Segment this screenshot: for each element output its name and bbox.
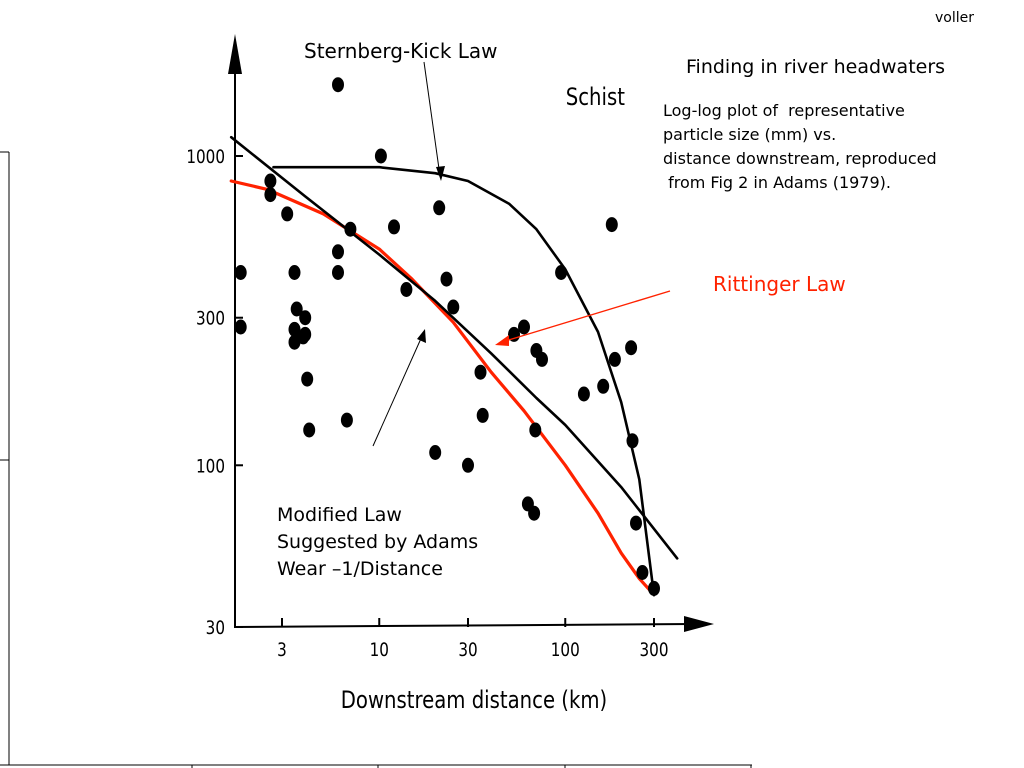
data-point <box>344 221 357 237</box>
x-ticks: 3 10 30 100 300 <box>277 618 668 662</box>
data-point <box>518 319 530 335</box>
y-tick-label: 100 <box>196 456 225 478</box>
data-point <box>290 301 303 317</box>
data-point <box>281 206 294 222</box>
x-axis-arrow <box>684 616 714 632</box>
rittinger-arrow-line <box>501 290 671 343</box>
modified-law-label: Modified Law Suggested by Adams Wear –1/… <box>277 504 478 580</box>
modified-law-curve <box>229 135 679 560</box>
notes-line: Log-log plot of representative <box>663 101 905 120</box>
data-point <box>288 321 301 337</box>
modified-arrow-head <box>417 329 426 343</box>
rittinger-law-curve <box>229 179 653 594</box>
data-point <box>626 433 639 449</box>
sternberg-kick-law-curve <box>272 165 656 597</box>
modified-law-line: Suggested by Adams <box>277 531 478 553</box>
y-tick-label: 1000 <box>186 146 225 168</box>
modified-law-line: Wear –1/Distance <box>277 558 443 580</box>
data-point <box>400 282 413 297</box>
slide-frame <box>0 151 752 768</box>
curves <box>229 135 679 597</box>
y-axis-arrow <box>228 34 242 74</box>
data-point <box>288 265 301 280</box>
data-point <box>374 148 387 164</box>
data-points <box>234 77 660 596</box>
x-tick-label: 10 <box>370 639 389 661</box>
y-tick-label: 30 <box>206 617 225 639</box>
y-ticks: 30 100 300 1000 <box>186 146 243 640</box>
data-point <box>577 386 590 402</box>
sternberg-label: Sternberg-Kick Law <box>304 39 498 63</box>
data-point <box>555 265 568 280</box>
y-tick-label: 300 <box>196 308 225 330</box>
notes-line: distance downstream, reproduced <box>663 149 937 168</box>
data-point <box>234 265 247 280</box>
data-point <box>474 364 487 380</box>
author-label: voller <box>935 10 974 26</box>
data-point <box>429 445 442 460</box>
annotation-arrows <box>372 61 445 447</box>
x-tick-label: 3 <box>277 639 287 661</box>
data-point <box>303 422 316 438</box>
chart-title: Schist <box>566 84 626 111</box>
notes-line: particle size (mm) vs. <box>663 125 836 144</box>
data-point <box>597 378 610 394</box>
sternberg-arrow-head <box>436 166 445 181</box>
data-point <box>264 173 277 189</box>
x-axis-label: Downstream distance (km) <box>341 687 607 714</box>
data-point <box>476 407 489 423</box>
data-point <box>332 77 344 93</box>
data-point <box>332 244 344 260</box>
data-point <box>536 351 548 367</box>
data-point <box>332 265 344 280</box>
data-point <box>630 515 642 531</box>
data-point <box>340 412 353 428</box>
modified-arrow-line <box>372 333 424 447</box>
data-point <box>301 371 314 387</box>
x-tick-label: 100 <box>551 639 580 661</box>
data-point <box>299 310 312 326</box>
rittinger-arrow-head <box>495 335 509 346</box>
data-point <box>299 326 312 342</box>
data-point <box>388 219 400 235</box>
data-point <box>625 340 638 356</box>
x-tick-label: 300 <box>640 639 669 661</box>
axes <box>228 34 714 632</box>
modified-law-line: Modified Law <box>277 504 402 526</box>
rittinger-arrow <box>495 290 671 346</box>
sternberg-arrow-line <box>423 61 441 177</box>
data-point <box>529 422 542 438</box>
data-point <box>605 217 618 233</box>
data-point <box>636 565 649 580</box>
data-point <box>440 271 453 287</box>
data-point <box>528 505 541 521</box>
data-point <box>234 319 247 335</box>
rittinger-label: Rittinger Law <box>713 272 846 296</box>
x-axis-line <box>234 623 695 628</box>
data-point <box>648 580 660 596</box>
x-tick-label: 30 <box>458 639 477 661</box>
notes-heading: Finding in river headwaters <box>686 56 945 78</box>
notes-line: from Fig 2 in Adams (1979). <box>663 173 891 192</box>
data-point <box>447 299 460 315</box>
data-point <box>264 187 277 203</box>
data-point <box>462 457 474 473</box>
data-point <box>608 351 621 367</box>
notes-description: Log-log plot of representative particle … <box>663 101 937 192</box>
data-point <box>433 200 446 216</box>
